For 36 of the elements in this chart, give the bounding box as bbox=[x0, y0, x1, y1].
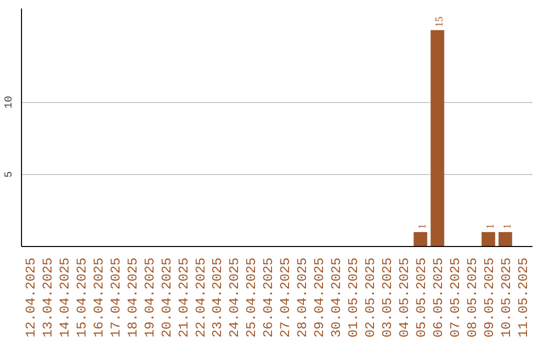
y-tick-label: 5 bbox=[4, 171, 16, 178]
x-tick-label: 01.05.2025 bbox=[347, 257, 362, 338]
x-tick-label: 11.05.2025 bbox=[516, 257, 532, 338]
x-tick-label: 30.04.2025 bbox=[330, 257, 346, 338]
x-tick-label: 16.04.2025 bbox=[92, 257, 108, 338]
x-tick-label: 28.04.2025 bbox=[296, 257, 312, 338]
x-tick-label: 18.04.2025 bbox=[126, 257, 142, 338]
x-tick-label: 27.04.2025 bbox=[279, 257, 294, 338]
x-tick-label: 13.04.2025 bbox=[41, 257, 56, 338]
x-tick-label: 04.05.2025 bbox=[398, 257, 413, 338]
x-tick-label: 24.04.2025 bbox=[228, 257, 244, 338]
data-label: 15 bbox=[434, 16, 446, 28]
x-tick-label: 06.05.2025 bbox=[432, 257, 447, 338]
x-tick-label: 08.05.2025 bbox=[466, 257, 481, 338]
x-tick-label: 22.04.2025 bbox=[194, 257, 210, 338]
data-label: 1 bbox=[485, 224, 496, 230]
x-tick-label: 23.04.2025 bbox=[211, 257, 226, 338]
x-tick-label: 20.04.2025 bbox=[160, 257, 176, 338]
x-tick-label: 12.04.2025 bbox=[24, 257, 40, 338]
x-tick-label: 07.05.2025 bbox=[448, 257, 464, 338]
x-tick-label: 21.04.2025 bbox=[177, 257, 192, 338]
x-tick-label: 09.05.2025 bbox=[482, 257, 498, 338]
x-tick-label: 15.04.2025 bbox=[75, 257, 90, 338]
x-tick-label: 02.05.2025 bbox=[364, 257, 380, 338]
x-tick-label: 17.04.2025 bbox=[109, 257, 124, 338]
x-tick-label: 29.04.2025 bbox=[313, 257, 328, 338]
x-tick-label: 14.04.2025 bbox=[58, 257, 74, 338]
x-tick-label: 19.04.2025 bbox=[143, 257, 158, 338]
x-tick-label: 25.04.2025 bbox=[245, 257, 260, 338]
data-label: 1 bbox=[502, 224, 514, 230]
x-tick-label: 10.05.2025 bbox=[500, 257, 515, 338]
x-tick-label: 03.05.2025 bbox=[381, 257, 396, 338]
data-label: 1 bbox=[417, 224, 428, 230]
y-tick-label: 10 bbox=[4, 96, 16, 109]
x-tick-label: 26.04.2025 bbox=[262, 257, 278, 338]
x-tick-label: 05.05.2025 bbox=[414, 257, 430, 338]
